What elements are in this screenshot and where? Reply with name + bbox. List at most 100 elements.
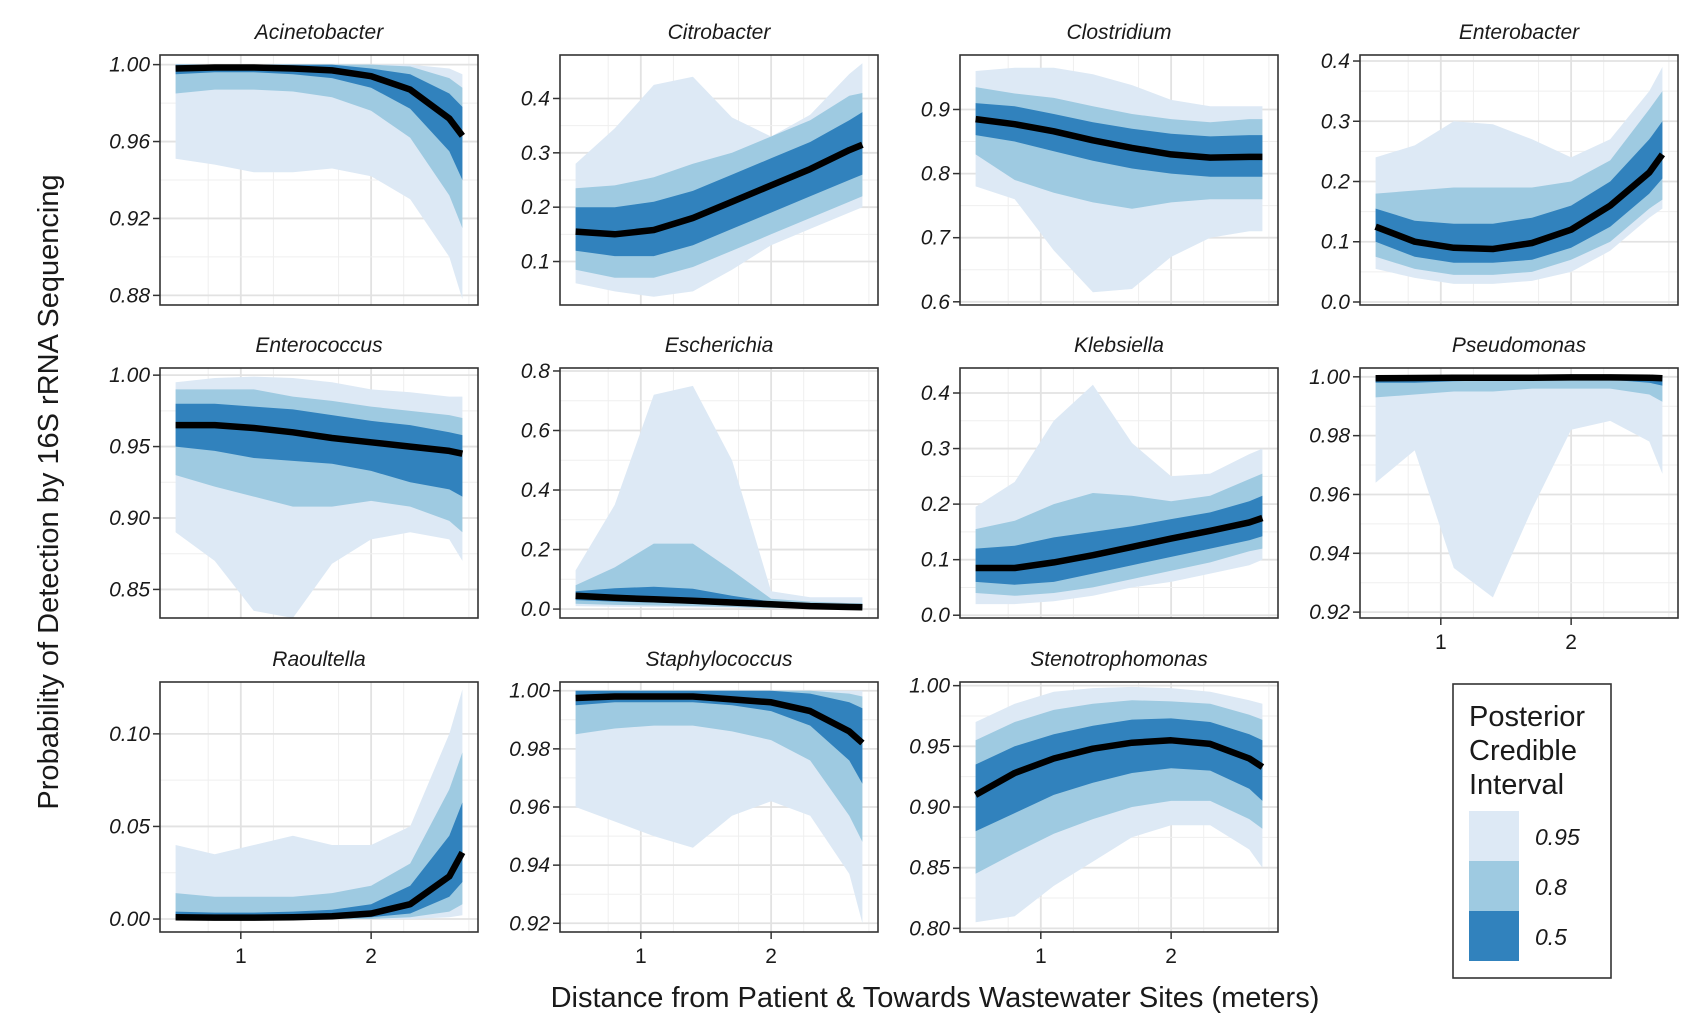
x-tick-label: 2 [765,945,777,968]
y-tick-label: 1.00 [909,675,950,698]
y-tick-label: 0.95 [909,735,950,758]
y-tick-label: 0.2 [921,493,951,516]
plot-area [175,689,466,921]
plot-area [975,67,1263,293]
panel-border [1359,54,1679,306]
panel-title: Enterobacter [1459,21,1580,44]
median-line [1375,374,1663,382]
y-tick-label: 0.85 [909,857,950,880]
y-tick-label: 0.95 [109,436,150,459]
panel-enterococcus: Enterococcus 0.85 0.90 0.95 1.00 [109,334,479,619]
ribbon-ci50 [1375,121,1663,263]
ribbon-ci80 [175,752,463,919]
y-tick-label: 0.3 [921,438,951,461]
plot-area [575,385,863,611]
y-tick-label: 0.8 [521,360,551,383]
panel-staphylococcus: Staphylococcus 0.92 0.94 0.96 0.98 1.00 1 2 [509,648,879,968]
x-tick-label: 2 [365,945,377,968]
y-tick-label: 0.90 [909,796,950,819]
panel-raoultella: Raoultella 0.00 0.05 0.10 1 2 [109,648,479,968]
panel-title: Klebsiella [1074,334,1164,357]
legend-swatch-ci50 [1469,911,1519,961]
y-tick-label: 0.80 [909,917,950,940]
median-line [175,64,465,138]
plot-area [974,686,1265,923]
y-tick-label: 0.4 [521,87,550,110]
y-tick-label: 1.00 [109,364,150,387]
y-tick-label: 0.94 [509,854,550,877]
plot-area [1375,374,1663,598]
y-tick-label: 0.94 [1309,542,1350,565]
y-tick-label: 0.85 [109,578,150,601]
median-line [1374,152,1666,253]
y-tick-label: 0.4 [1321,50,1350,73]
ribbon-ci80 [175,64,463,229]
panel-stenotrophomonas: Stenotrophomonas 0.80 0.85 0.90 0.95 1.00 1 2 [909,648,1279,968]
ribbon-ci50 [575,112,863,257]
x-axis-label: Distance from Patient & Towards Wastewat… [551,982,1320,1014]
y-tick-label: 0.00 [109,908,150,931]
y-tick-label: 0.10 [109,723,150,746]
panel-klebsiella: Klebsiella 0.0 0.1 0.2 0.3 0.4 [921,334,1279,627]
legend-title: Interval [1469,769,1564,801]
y-tick-label: 1.00 [509,680,550,703]
plot-area [1374,67,1666,284]
panel-title: Raoultella [272,648,365,671]
panel-border [159,54,479,306]
panel-title: Escherichia [665,334,774,357]
panel-pseudomonas: Pseudomonas 0.92 0.94 0.96 0.98 1.00 1 2 [1309,334,1679,654]
y-tick-label: 0.92 [109,207,150,230]
x-tick-label: 1 [1435,631,1447,654]
y-tick-label: 0.92 [509,912,550,935]
ribbon-ci80 [575,690,863,842]
median-line [175,850,466,921]
plot-area [575,690,865,924]
facet-panels: Acinetobacter0.880.920.961.00Citrobacter… [109,21,1679,968]
y-tick-label: 0.3 [521,142,551,165]
legend-swatch-ci80 [1469,861,1519,911]
panel-border [959,54,1279,306]
y-tick-label: 0.8 [921,163,951,186]
ribbon-ci50 [575,690,863,784]
x-tick-label: 1 [235,945,247,968]
panel-acinetobacter: Acinetobacter 0.88 0.92 0.96 1.00 [109,21,479,307]
y-tick-label: 0.4 [521,479,550,502]
panel-title: Clostridium [1066,21,1171,44]
ribbon-ci50 [175,64,463,180]
y-tick-label: 0.4 [921,382,950,405]
y-tick-label: 1.00 [1309,366,1350,389]
y-tick-label: 0.2 [1321,171,1351,194]
median-line [975,115,1263,161]
y-tick-label: 0.88 [109,284,150,307]
ribbon-ci80 [1375,376,1663,402]
panel-border [559,54,879,306]
y-tick-label: 0.96 [1309,483,1350,506]
ribbon-ci95 [1375,376,1663,598]
y-tick-label: 0.6 [521,420,551,443]
panel-title: Staphylococcus [645,648,793,671]
y-tick-label: 0.98 [1309,425,1350,448]
panel-title: Enterococcus [255,334,383,357]
median-line [575,141,864,238]
panel-title: Pseudomonas [1452,334,1587,357]
plot-area [175,376,464,618]
legend-title: Posterior [1469,701,1585,733]
y-tick-label: 0.96 [109,131,150,154]
y-tick-label: 0.7 [921,227,952,250]
ribbon-ci50 [975,718,1263,832]
panel-title: Acinetobacter [253,21,384,44]
x-tick-label: 1 [635,945,647,968]
y-tick-label: 0.2 [521,539,551,562]
x-tick-label: 1 [1035,945,1047,968]
legend-label: 0.5 [1535,924,1567,950]
ribbon-ci95 [175,689,463,919]
y-tick-label: 1.00 [109,54,150,77]
x-tick-label: 2 [1565,631,1577,654]
legend-label: 0.8 [1535,874,1567,900]
panel-title: Stenotrophomonas [1030,648,1208,671]
median-line [175,421,464,457]
y-tick-label: 0.0 [921,604,951,627]
